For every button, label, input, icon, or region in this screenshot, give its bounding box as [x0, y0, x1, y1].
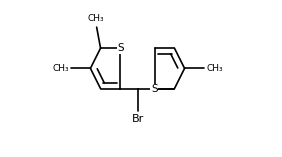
Text: Br: Br	[132, 114, 144, 124]
Text: CH₃: CH₃	[87, 14, 104, 23]
Text: S: S	[118, 43, 124, 53]
Text: CH₃: CH₃	[52, 64, 69, 73]
Text: S: S	[151, 84, 158, 94]
Text: CH₃: CH₃	[206, 64, 223, 73]
